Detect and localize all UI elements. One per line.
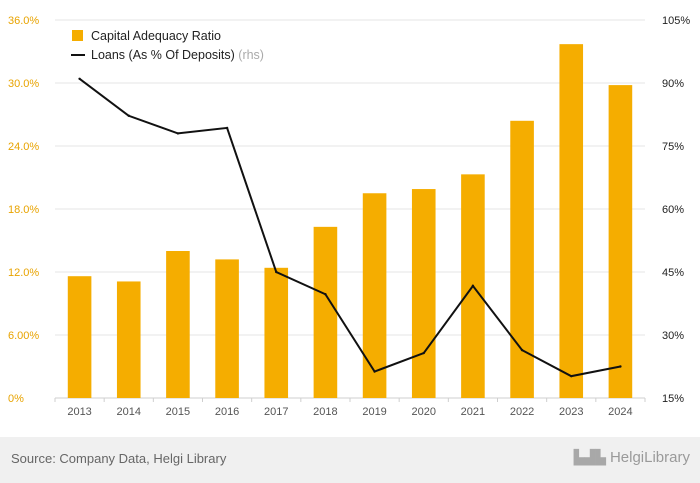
right-tick-label: 15% [662,393,684,405]
x-tick-label: 2024 [608,406,632,418]
left-tick-label: 6.00% [8,330,39,342]
line-point [373,370,376,373]
right-tick-label: 45% [662,267,684,279]
bar [559,44,584,399]
line-point [324,293,327,296]
x-tick-label: 2015 [166,406,190,418]
legend-rhs-suffix: (rhs) [238,48,264,62]
x-tick-label: 2020 [412,406,436,418]
line-point [225,126,229,130]
line-point [570,374,573,378]
x-tick-label: 2021 [461,406,485,418]
x-tick-label: 2022 [510,406,534,418]
line-point [520,348,524,352]
line-point [78,77,81,81]
line-point [619,365,622,368]
legend-bar-swatch [72,30,83,41]
bar [215,259,239,398]
bar [608,85,633,398]
right-tick-label: 105% [662,15,690,27]
line-point [127,114,130,117]
bar [67,276,92,398]
bar [362,193,387,398]
source-note: Source: Company Data, Helgi Library [11,451,227,466]
left-tick-label: 0% [8,393,24,405]
x-tick-label: 2013 [67,406,91,418]
x-tick-label: 2018 [313,406,337,418]
bar [411,189,436,398]
right-tick-label: 75% [662,141,684,153]
chart-svg: 0% 6.00% 12.0% 18.0% 24.0% 30.0% 36.0% 15% 30% 45… [8,15,690,418]
left-tick-label: 24.0% [8,141,39,153]
line-point [176,132,180,135]
footer-band [0,437,700,483]
line-point [275,270,278,274]
bar [313,226,338,398]
x-tick-label: 2023 [559,406,583,418]
brand-logo: ▙▟▙ HelgiLibrary [574,449,690,466]
x-tick-label: 2016 [215,406,239,418]
legend-line-label: Loans (As % Of Deposits) (rhs) [91,48,264,62]
loans-line [78,78,621,378]
x-tick-label: 2014 [117,406,141,418]
bar [264,267,289,398]
bar [116,281,141,398]
line-point [471,284,475,288]
bar [510,120,534,399]
left-tick-label: 30.0% [8,78,39,90]
brand-name: HelgiLibrary [609,449,690,466]
left-tick-label: 36.0% [8,15,39,27]
left-tick-label: 12.0% [8,267,39,279]
line-point [422,351,425,355]
legend-line-name: Loans (As % Of Deposits) [91,48,238,62]
x-tick-label: 2017 [264,406,288,418]
right-tick-label: 30% [662,330,684,342]
left-tick-label: 18.0% [8,204,39,216]
library-icon: ▙▟▙ [573,449,606,465]
bar [166,251,190,398]
right-tick-label: 90% [662,78,684,90]
legend-bar-label: Capital Adequacy Ratio [91,29,221,43]
x-tick-label: 2019 [362,406,386,418]
right-tick-label: 60% [662,204,684,216]
